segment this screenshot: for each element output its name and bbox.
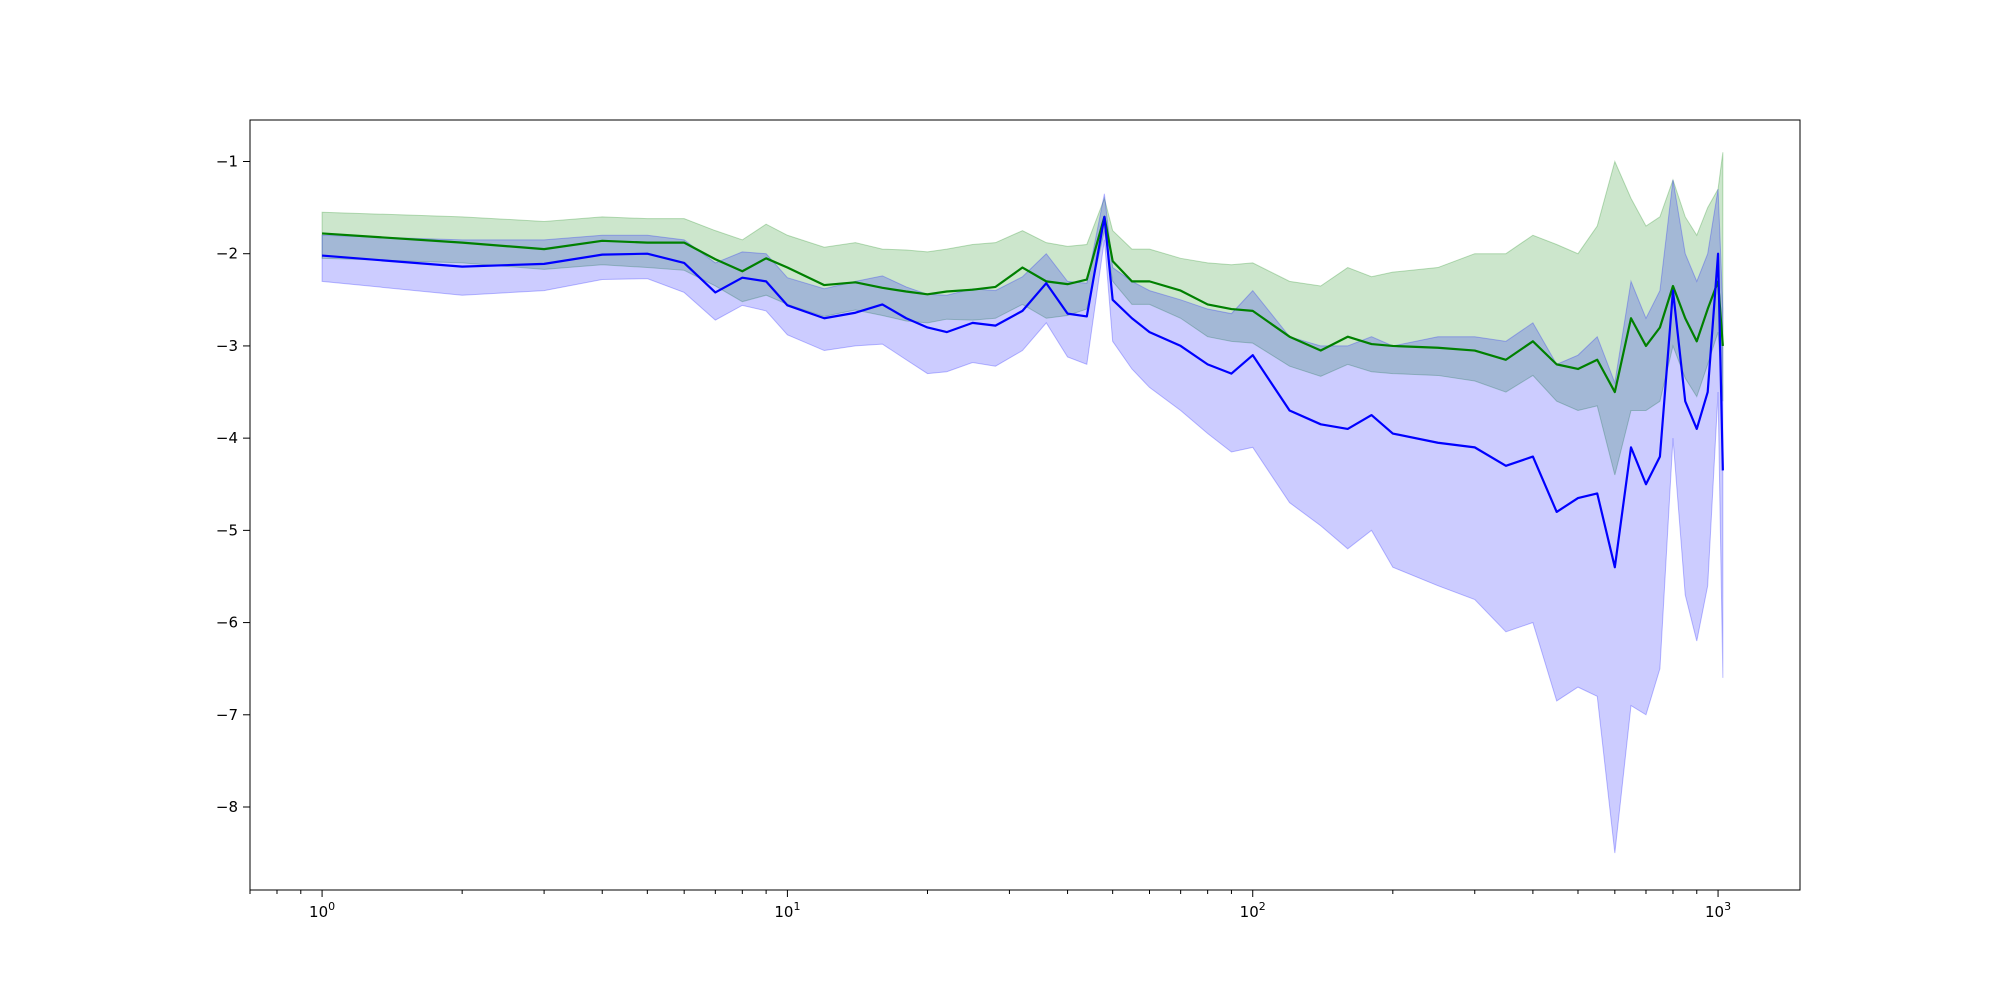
series-2-band xyxy=(321,179,1724,854)
x-axis: 100 101 102 103 xyxy=(249,890,1731,921)
x-tick-label: 100 xyxy=(309,900,335,921)
series-1-band xyxy=(321,152,1724,476)
y-tick-label: −2 xyxy=(216,245,238,263)
x-tick-label: 101 xyxy=(774,900,800,921)
x-tick-label: 103 xyxy=(1705,900,1731,921)
confidence-bands xyxy=(321,152,1724,854)
y-axis: −1 −2 −3 −4 −5 −6 −7 −8 xyxy=(216,152,250,816)
series-1-line xyxy=(322,215,1724,394)
y-tick-label: −8 xyxy=(216,798,238,816)
series-lines xyxy=(321,215,1724,569)
y-tick-label: −5 xyxy=(216,521,238,539)
series-2-line xyxy=(321,215,1724,569)
y-tick-label: −1 xyxy=(216,152,238,170)
plot-area-frame xyxy=(249,119,1801,891)
x-tick-label: 102 xyxy=(1240,900,1266,921)
y-tick-label: −6 xyxy=(216,614,238,632)
y-tick-label: −7 xyxy=(216,706,238,724)
y-tick-label: −4 xyxy=(216,429,238,447)
y-tick-label: −3 xyxy=(216,337,238,355)
